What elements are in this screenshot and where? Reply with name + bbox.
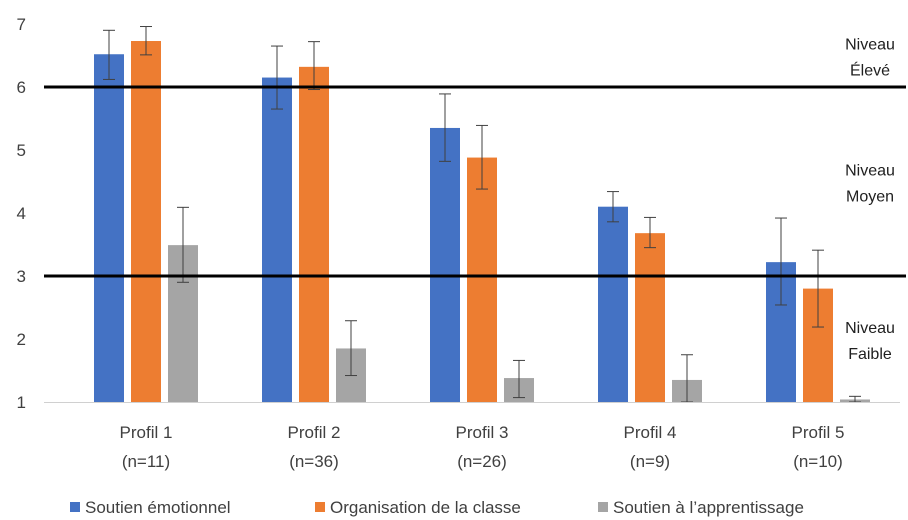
category-count: (n=26) [457,452,507,471]
category-labels: Profil 1 (n=11) Profil 2 (n=36) Profil 3 (n=2… [120,423,845,471]
bars [94,41,870,403]
legend-label: Soutien émotionnel [85,498,231,517]
category-count: (n=9) [630,452,670,471]
bar [635,233,665,402]
legend-label: Organisation de la classe [330,498,521,517]
band-label-line1: Niveau [845,163,895,180]
band-label-line2: Moyen [846,189,894,206]
bar [430,127,460,402]
bar [467,157,497,402]
y-tick-label: 4 [17,204,26,223]
legend-swatch [598,502,608,512]
category-count: (n=36) [289,452,339,471]
category-label: Profil 2 [288,423,341,442]
y-tick-label: 1 [17,393,26,412]
category-label: Profil 1 [120,423,173,442]
bar [598,206,628,402]
band-labels: Niveau Élevé Niveau Moyen Niveau Faible [845,37,895,364]
category-label: Profil 5 [792,423,845,442]
y-tick-label: 6 [17,78,26,97]
bar [94,54,124,403]
y-axis-ticks: 1 2 3 4 5 6 7 [17,15,26,412]
y-tick-label: 5 [17,141,26,160]
legend-label: Soutien à l’apprentissage [613,498,804,517]
y-tick-label: 2 [17,330,26,349]
bar [262,77,292,403]
band-label-line2: Élevé [850,61,890,80]
band-label-line1: Niveau [845,37,895,54]
legend: Soutien émotionnel Organisation de la cla… [70,498,804,517]
category-label: Profil 4 [624,423,677,442]
bar [131,41,161,402]
category-count: (n=10) [793,452,843,471]
category-label: Profil 3 [456,423,509,442]
legend-swatch [315,502,325,512]
category-count: (n=11) [122,452,170,471]
band-label-line2: Faible [848,346,892,363]
y-tick-label: 3 [17,267,26,286]
band-label-line1: Niveau [845,320,895,337]
y-tick-label: 7 [17,15,26,34]
bar [299,66,329,402]
legend-swatch [70,502,80,512]
reference-lines [44,85,906,278]
